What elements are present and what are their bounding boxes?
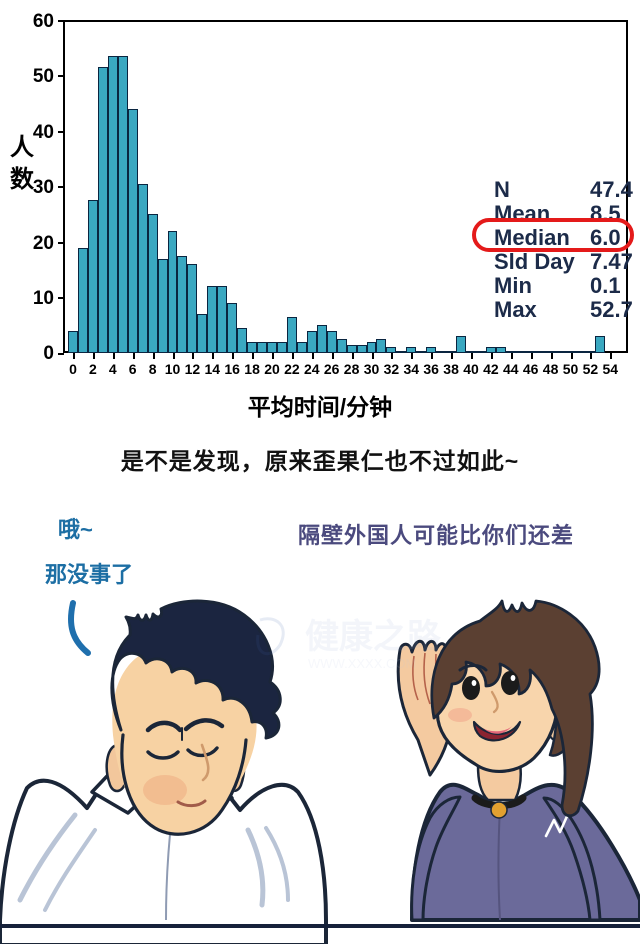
svg-text:WWW.XXXX.COM: WWW.XXXX.COM [308,656,416,671]
svg-text:健康之路: 健康之路 [305,617,442,656]
